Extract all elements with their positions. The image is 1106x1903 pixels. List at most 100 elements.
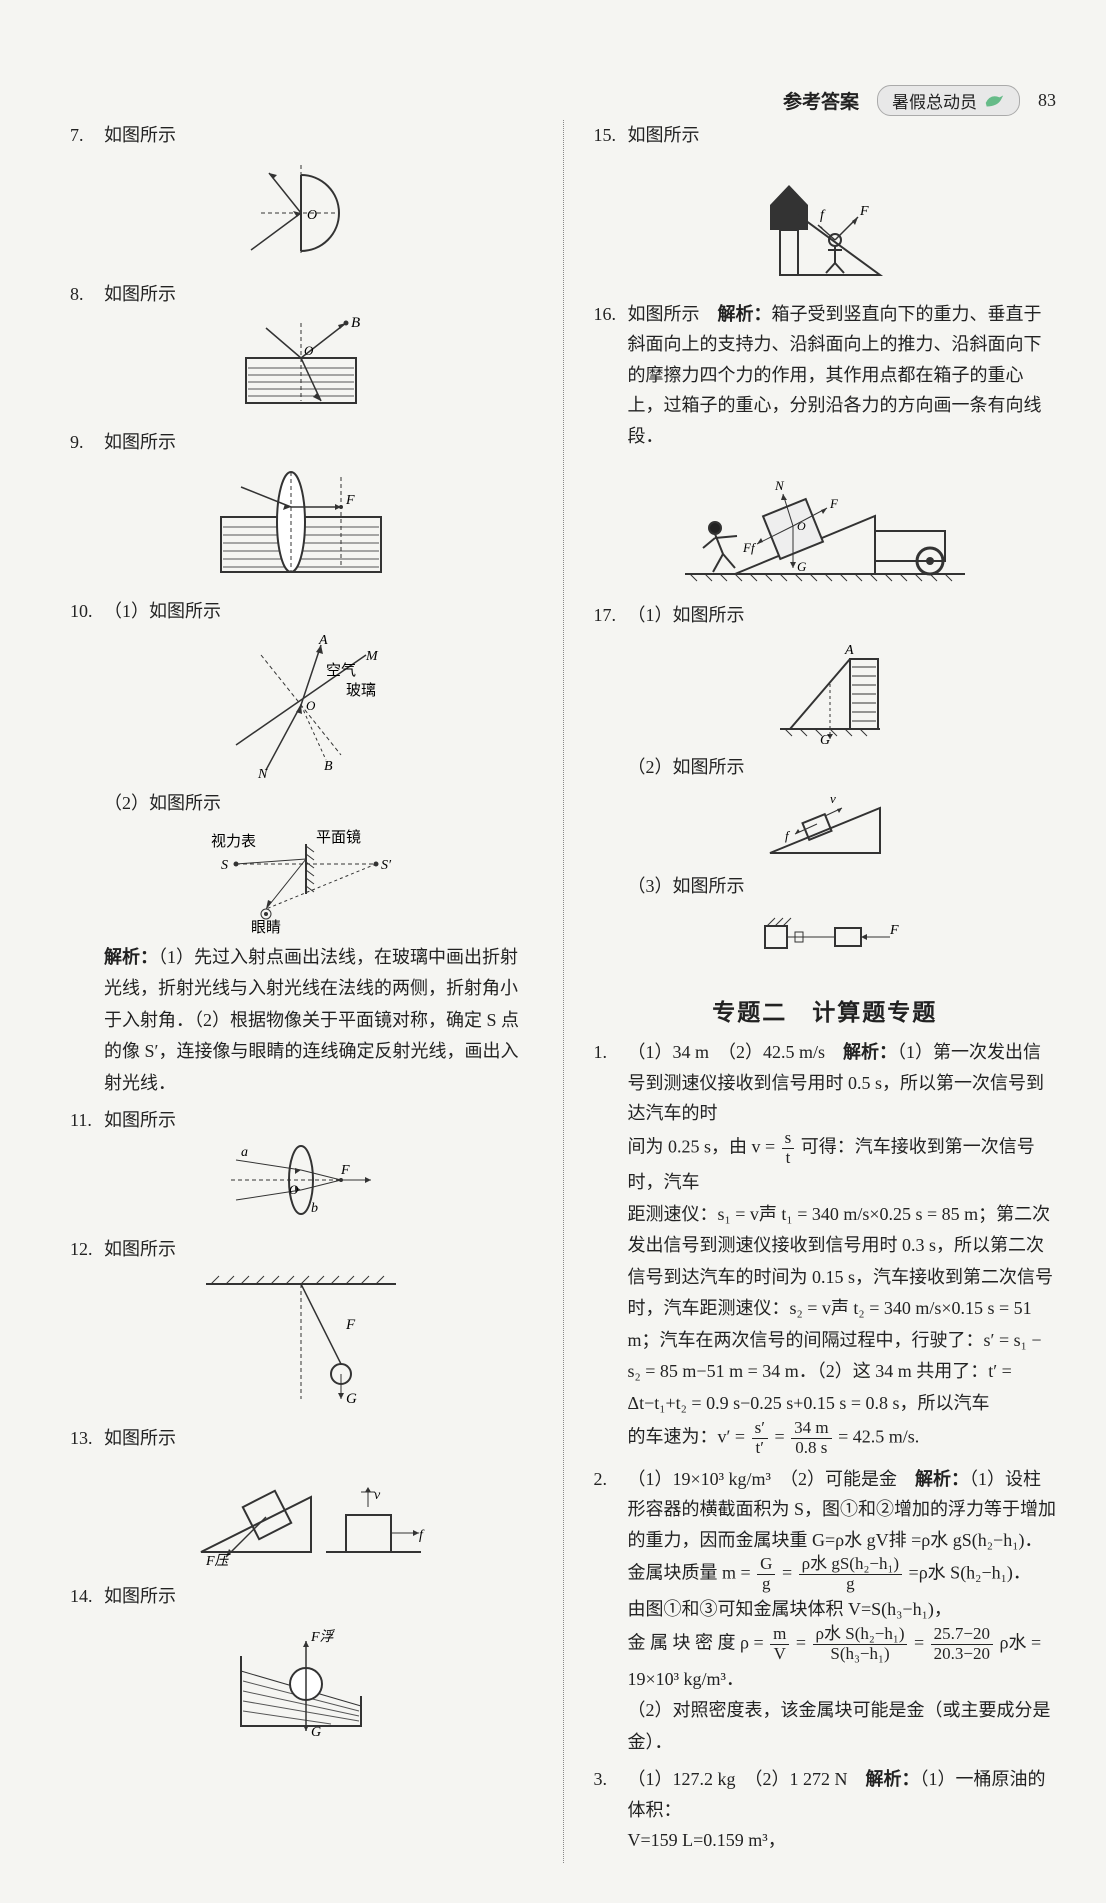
fig11-O: O: [289, 1182, 299, 1197]
fig10a-O: O: [306, 698, 316, 713]
f1n: s: [782, 1129, 795, 1149]
q16-text: 如图所示: [628, 304, 718, 324]
fig10b-eye: 眼睛: [251, 919, 281, 934]
q15-figure: f F: [594, 155, 1057, 285]
page-number: 83: [1038, 90, 1056, 111]
q13-figure: F压 v f: [70, 1457, 533, 1567]
calc-q1-num: 1.: [594, 1037, 628, 1068]
q9-num: 9.: [70, 427, 104, 458]
q9-text: 如图所示: [104, 427, 533, 458]
calc-q2-t4c: =: [914, 1633, 929, 1653]
q10: 10. （1）如图所示 A M N B O 空气 玻璃: [70, 596, 533, 1100]
q8-figure: B O: [70, 313, 533, 413]
q7: 7. 如图所示 O: [70, 120, 533, 273]
frac-icon: ρ水 gS(h₂−h₁)g: [799, 1555, 902, 1593]
frac-icon: s′t′: [752, 1419, 768, 1457]
q11-num: 11.: [70, 1105, 104, 1136]
q2f4n: ρ水 S(h₂−h₁): [813, 1625, 908, 1645]
calc-q1-t4: 的车速为：v′ = s′t′ = 34 m0.8 s = 42.5 m/s.: [594, 1419, 1057, 1457]
q17-num: 17.: [594, 600, 628, 631]
calc-q2: 2. （1）19×10³ kg/m³ （2）可能是金 解析：（1）设柱形容器的横…: [594, 1464, 1057, 1759]
q17-part3: （3）如图所示: [594, 871, 1057, 903]
fig10a-N: N: [257, 767, 268, 780]
q16-line: 如图所示 解析：箱子受到竖直向下的重力、垂直于斜面向上的支持力、沿斜面向上的推力…: [628, 299, 1057, 452]
fig10a-A: A: [318, 633, 328, 648]
q15: 15. 如图所示 f F: [594, 120, 1057, 293]
fig8-B: B: [351, 315, 360, 331]
calc-q2-t6: （2）对照密度表，该金属块可能是金（或主要成分是金）．: [594, 1695, 1057, 1758]
fig14-F: F浮: [310, 1629, 336, 1645]
q12: 12. 如图所示 F G: [70, 1234, 533, 1417]
fig17c-F: F: [889, 923, 899, 938]
fig17a-A: A: [844, 643, 854, 658]
fig10a-M: M: [365, 649, 379, 664]
q13: 13. 如图所示 F压 v f: [70, 1423, 533, 1576]
fig10b-S: S: [221, 858, 228, 873]
q15-num: 15.: [594, 120, 628, 151]
frac-icon: mV: [770, 1625, 789, 1663]
fig10b-chart: 视力表: [211, 833, 256, 850]
calc-q3-t2: V=159 L=0.159 m³，: [594, 1825, 1057, 1857]
q8: 8. 如图所示 B: [70, 279, 533, 422]
q17b-figure: f v: [594, 788, 1057, 863]
calc-q1-alabel: 解析：: [843, 1042, 897, 1062]
q10-analysis-label: 解析：: [104, 947, 158, 967]
fig13-Fp: F压: [205, 1553, 232, 1567]
fig17b-v: v: [830, 791, 836, 806]
calc-q2-t2b: =: [782, 1563, 792, 1583]
frac-icon: Gg: [757, 1555, 775, 1593]
q8-text: 如图所示: [104, 279, 533, 310]
q7-num: 7.: [70, 120, 104, 151]
calc-q2-t4: 金 属 块 密 度 ρ = mV = ρ水 S(h₂−h₁)S(h₃−h₁) =…: [594, 1625, 1057, 1663]
svg-text:O: O: [307, 208, 317, 223]
q9-figure: F: [70, 462, 533, 582]
calc-q1-t2a: 间为 0.25 s，由 v =: [628, 1136, 776, 1156]
q16-figure: N F Ff O G: [594, 456, 1057, 586]
q16: 16. 如图所示 解析：箱子受到竖直向下的重力、垂直于斜面向上的支持力、沿斜面向…: [594, 299, 1057, 594]
bird-icon: [983, 90, 1005, 112]
calc-q3-alabel: 解析：: [866, 1769, 920, 1789]
fig8-O: O: [304, 343, 314, 358]
f2n: s′: [752, 1419, 768, 1439]
q17-part2: （2）如图所示: [594, 752, 1057, 784]
calc-q2-t4b: =: [796, 1633, 811, 1653]
q2f3n: m: [770, 1625, 789, 1645]
q17c-figure: F: [594, 906, 1057, 961]
q17a-figure: A G: [594, 634, 1057, 744]
f3d: 0.8 s: [792, 1439, 830, 1458]
q14: 14. 如图所示 F浮 G: [70, 1581, 533, 1754]
q13-num: 13.: [70, 1423, 104, 1454]
fig17a-G: G: [820, 733, 830, 744]
q2f1n: G: [757, 1555, 775, 1575]
calc-q3-line1: （1）127.2 kg （2）1 272 N 解析：（1）一桶原油的体积：: [628, 1764, 1057, 1825]
calc-q2-t2: 金属块质量 m = Gg = ρ水 gS(h₂−h₁)g =ρ水 S(h₂−h₁…: [594, 1555, 1057, 1593]
calc-q2-t3: 由图①和③可知金属块体积 V=S(h₃−h₁)，: [594, 1594, 1057, 1626]
column-divider: [563, 120, 564, 1863]
q10-part2: （2）如图所示: [70, 788, 533, 820]
q7-figure: O: [70, 155, 533, 265]
q2f2d: g: [843, 1575, 858, 1594]
q16-analysis-label: 解析：: [718, 304, 772, 324]
calc-q2-num: 2.: [594, 1464, 628, 1495]
q16-num: 16.: [594, 299, 628, 330]
q2f2n: ρ水 gS(h₂−h₁): [799, 1555, 902, 1575]
fig11-a: a: [241, 1145, 248, 1160]
q14-text: 如图所示: [104, 1581, 533, 1612]
calc-q2-t2c: =ρ水 S(h₂−h₁)．: [909, 1563, 1031, 1583]
q2f5n: 25.7−20: [931, 1625, 993, 1645]
fig16-Ff: Ff: [742, 540, 757, 555]
frac-icon: 34 m0.8 s: [791, 1419, 831, 1457]
q8-num: 8.: [70, 279, 104, 310]
frac-icon: ρ水 S(h₂−h₁)S(h₃−h₁): [813, 1625, 908, 1663]
q2f3d: V: [771, 1645, 789, 1664]
calc-q1: 1. （1）34 m （2）42.5 m/s 解析：（1）第一次发出信号到测速仪…: [594, 1037, 1057, 1458]
frac-icon: 25.7−2020.3−20: [931, 1625, 993, 1663]
q12-num: 12.: [70, 1234, 104, 1265]
fig10a-B: B: [324, 759, 333, 774]
fig13-f: f: [419, 1528, 425, 1543]
q10-analysis: 解析：（1）先过入射点画出法线，在玻璃中画出折射光线，折射光线与入射光线在法线的…: [70, 942, 533, 1100]
fig16-N: N: [774, 478, 785, 493]
calc-q1-t4a: 的车速为：v′ =: [628, 1427, 746, 1447]
fig10a-air: 空气: [326, 662, 356, 679]
q14-num: 14.: [70, 1581, 104, 1612]
